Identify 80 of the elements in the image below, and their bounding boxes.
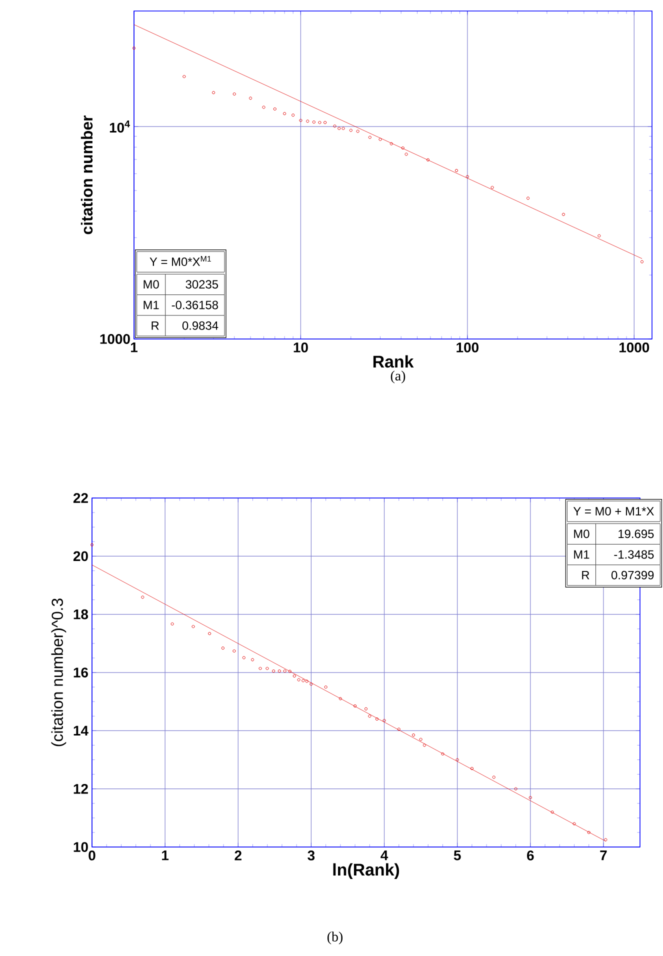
point bbox=[192, 625, 195, 628]
y-tick-label: 20 bbox=[73, 551, 88, 562]
y-tick-label: 12 bbox=[74, 784, 88, 794]
point bbox=[470, 766, 474, 770]
point bbox=[250, 658, 254, 662]
annotation: M0 bbox=[574, 530, 590, 538]
point bbox=[310, 682, 313, 686]
point bbox=[412, 734, 416, 737]
point bbox=[278, 670, 281, 673]
point bbox=[208, 632, 212, 636]
x-tick-label: 0 bbox=[88, 850, 96, 860]
x-tick-label: 100 bbox=[456, 342, 478, 352]
point bbox=[550, 810, 554, 814]
x-tick-label: 5 bbox=[454, 850, 461, 860]
point bbox=[368, 714, 372, 718]
y-axis-title: citation number bbox=[80, 115, 93, 234]
x-tick-label: 2 bbox=[234, 850, 242, 860]
point bbox=[90, 543, 94, 546]
annotation: 30235 bbox=[186, 280, 218, 289]
x-tick-label: 10 bbox=[294, 342, 308, 352]
point bbox=[492, 776, 496, 779]
point bbox=[441, 752, 444, 756]
point bbox=[302, 679, 305, 682]
point bbox=[456, 758, 459, 762]
point bbox=[364, 707, 368, 710]
point bbox=[272, 670, 276, 673]
point bbox=[305, 680, 308, 683]
point bbox=[232, 649, 236, 653]
point bbox=[288, 670, 292, 673]
point bbox=[375, 718, 378, 721]
point bbox=[170, 622, 174, 626]
y-tick-label: 14 bbox=[74, 726, 88, 736]
y-tick-label: 16 bbox=[74, 668, 88, 678]
point bbox=[141, 596, 144, 599]
annotation: 0.97399 bbox=[611, 570, 654, 580]
y-tick-label: 22 bbox=[73, 493, 88, 503]
annotation: M0 bbox=[144, 280, 159, 289]
annotation: -1.3485 bbox=[614, 550, 654, 559]
point bbox=[324, 686, 328, 689]
point bbox=[422, 744, 426, 747]
x-tick-label: 1 bbox=[130, 342, 138, 352]
point bbox=[382, 718, 386, 722]
x-tick-label: 4 bbox=[380, 850, 388, 860]
x-axis-title: ln(Rank) bbox=[333, 863, 400, 880]
annotation: R bbox=[582, 571, 590, 580]
y-tick-label: 10$^{4}$ bbox=[110, 120, 130, 133]
x-axis-title: Rank bbox=[373, 355, 414, 368]
text: (b) bbox=[327, 932, 343, 944]
text: (a) bbox=[390, 370, 406, 384]
point bbox=[297, 678, 300, 682]
annotation: 19.695 bbox=[618, 530, 654, 538]
x-tick-label: 7 bbox=[600, 850, 607, 860]
y-tick-label: 10 bbox=[74, 842, 88, 852]
annotation: M1 bbox=[144, 300, 159, 310]
point bbox=[353, 704, 357, 708]
annotation: -0.36158 bbox=[172, 300, 218, 310]
point bbox=[292, 674, 296, 678]
point bbox=[266, 666, 269, 670]
annotation: R bbox=[152, 322, 159, 330]
annotation: M1 bbox=[574, 550, 590, 559]
point bbox=[338, 697, 342, 700]
point bbox=[283, 670, 286, 673]
y-axis-title: (citation number)^0.3 bbox=[51, 598, 66, 746]
x-tick-label: 3 bbox=[308, 850, 315, 860]
point bbox=[397, 728, 400, 731]
point bbox=[258, 666, 262, 670]
x-tick-label: 6 bbox=[527, 850, 534, 860]
point bbox=[572, 822, 576, 826]
point bbox=[419, 738, 422, 741]
point bbox=[587, 830, 590, 834]
y-tick-label: 18 bbox=[74, 609, 88, 620]
annotation: 0.9834 bbox=[182, 321, 218, 330]
point bbox=[528, 796, 532, 800]
point bbox=[221, 646, 224, 650]
x-tick-label: 1000 bbox=[619, 342, 650, 352]
annotation: Y = M0 + M1*X bbox=[573, 507, 654, 516]
point bbox=[242, 656, 246, 660]
point bbox=[514, 787, 518, 790]
annotation: Y = M0*X$^{M1}$ bbox=[150, 256, 211, 266]
x-tick-label: 1 bbox=[162, 850, 169, 860]
